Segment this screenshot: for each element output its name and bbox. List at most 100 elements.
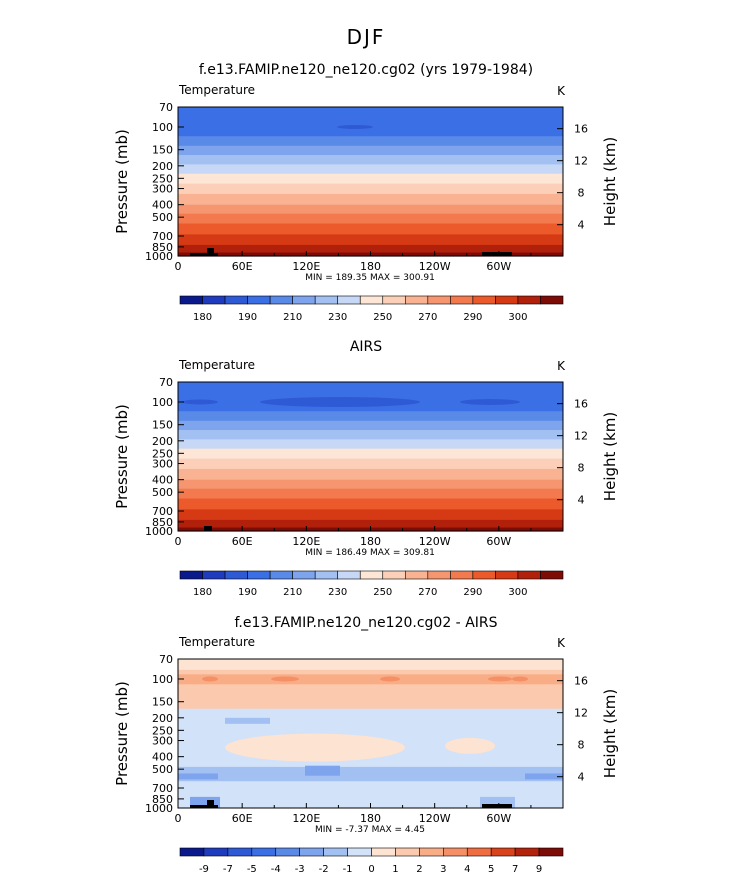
colorbar-swatch [382,570,406,580]
colorbar-swatch [269,570,293,580]
contour-band [178,244,563,254]
y-tick-label: 100 [152,673,173,686]
colorbar-label: -3 [295,864,305,873]
units-label: K [557,84,566,98]
colorbar-swatch [443,847,468,857]
y-tick-label: 500 [152,211,173,224]
contour-band [178,382,563,392]
y-axis-label: Pressure (mb) [113,404,131,509]
colorbar-swatch [404,295,429,305]
colorbar-label: 190 [238,312,257,323]
terrain-mask [204,526,212,531]
colorbar-label: -9 [199,864,209,873]
y-tick-label: 500 [152,763,173,776]
y-right-tick-label: 12 [574,707,588,720]
y-tick-label: 850 [152,793,173,806]
colorbar-label: 1 [392,864,398,873]
min-max-stats: MIN = 186.49 MAX = 309.81 [305,548,435,558]
colorbar-swatch [371,847,396,857]
cool-anomaly [525,773,563,780]
panel-1: f.e13.FAMIP.ne120_ne120.cg02 (yrs 1979-1… [113,62,619,323]
cold-core-region [460,398,520,405]
contour-band [178,164,563,175]
x-tick-label: 60W [486,260,511,273]
x-tick-label: 180 [360,260,381,273]
x-tick-label: 120E [292,260,320,273]
y-axis-label: Pressure (mb) [113,129,131,234]
colorbar-swatch [472,295,496,305]
cold-core-region [182,399,218,405]
colorbar-swatch [347,847,372,857]
contour-band [178,488,563,500]
colorbar-swatch [179,570,203,580]
x-tick-label: 120W [419,260,451,273]
y-tick-label: 700 [152,230,173,243]
colorbar-label: 300 [508,587,527,598]
x-tick-label: 120E [292,535,320,548]
colorbar-swatch [466,847,492,857]
colorbar-swatch [538,847,564,857]
y-right-tick-label: 8 [578,187,585,200]
colorbar-label: 230 [328,312,347,323]
y-tick-label: 1000 [145,250,173,263]
colorbar-label: 250 [373,312,392,323]
y-tick-label: 150 [152,144,173,157]
y-tick-label: 100 [152,121,173,134]
contour-band [178,136,563,147]
x-tick-label: 180 [360,535,381,548]
y-tick-label: 70 [159,376,173,389]
colorbar-swatch [202,570,226,580]
colorbar-swatch [337,295,361,305]
contour-band [178,183,563,195]
y-tick-label: 700 [152,782,173,795]
contour-band [178,420,563,431]
warm-anomaly [512,676,528,682]
colorbar-swatch [269,295,293,305]
y-axis-label: Pressure (mb) [113,681,131,786]
cool-anomaly [480,796,515,808]
colorbar: 180 190 210 230 250 270 290 300 [179,295,564,323]
contour-band [178,498,563,510]
colorbar-swatch [323,847,348,857]
y-tick-label: 1000 [145,525,173,538]
contour-band [178,479,563,490]
y-tick-label: 850 [152,516,173,529]
colorbar-label: 9 [536,864,542,873]
contour-band [178,659,563,670]
x-tick-label: 0 [175,812,182,825]
colorbar-swatch [450,570,474,580]
colorbar-swatch [472,570,496,580]
colorbar-swatch [490,847,516,857]
colorbar-swatch [359,570,384,580]
colorbar-swatch [275,847,300,857]
x-tick-label: 60E [232,535,253,548]
y-tick-label: 700 [152,505,173,518]
colorbar-label: 4 [464,864,470,873]
colorbar-swatch [404,570,429,580]
colorbar-swatch [427,570,451,580]
colorbar-label: 180 [193,312,212,323]
contour-band [178,766,563,782]
cold-core-region [337,124,373,129]
contour-band [178,173,563,185]
terrain-block [482,804,512,808]
y-tick-label: 150 [152,696,173,709]
colorbar-swatch [227,847,253,857]
y-right-axis-label: Height (km) [601,689,619,778]
y-tick-label: 70 [159,101,173,114]
panel-title: f.e13.FAMIP.ne120_ne120.cg02 - AIRS [234,615,497,631]
colorbar-swatch [514,847,540,857]
y-tick-label: 1000 [145,802,173,815]
y-tick-label: 150 [152,419,173,432]
warm-anomaly [271,676,299,682]
y-tick-label: 250 [152,172,173,185]
colorbar-label: 0 [368,864,374,873]
colorbar-label: -4 [271,864,281,873]
cool-anomaly [225,717,270,724]
terrain-mask [190,248,512,256]
colorbar-swatch [247,570,271,580]
y-tick-label: 200 [152,712,173,725]
difference-field [178,659,563,808]
terrain-block [207,248,214,256]
